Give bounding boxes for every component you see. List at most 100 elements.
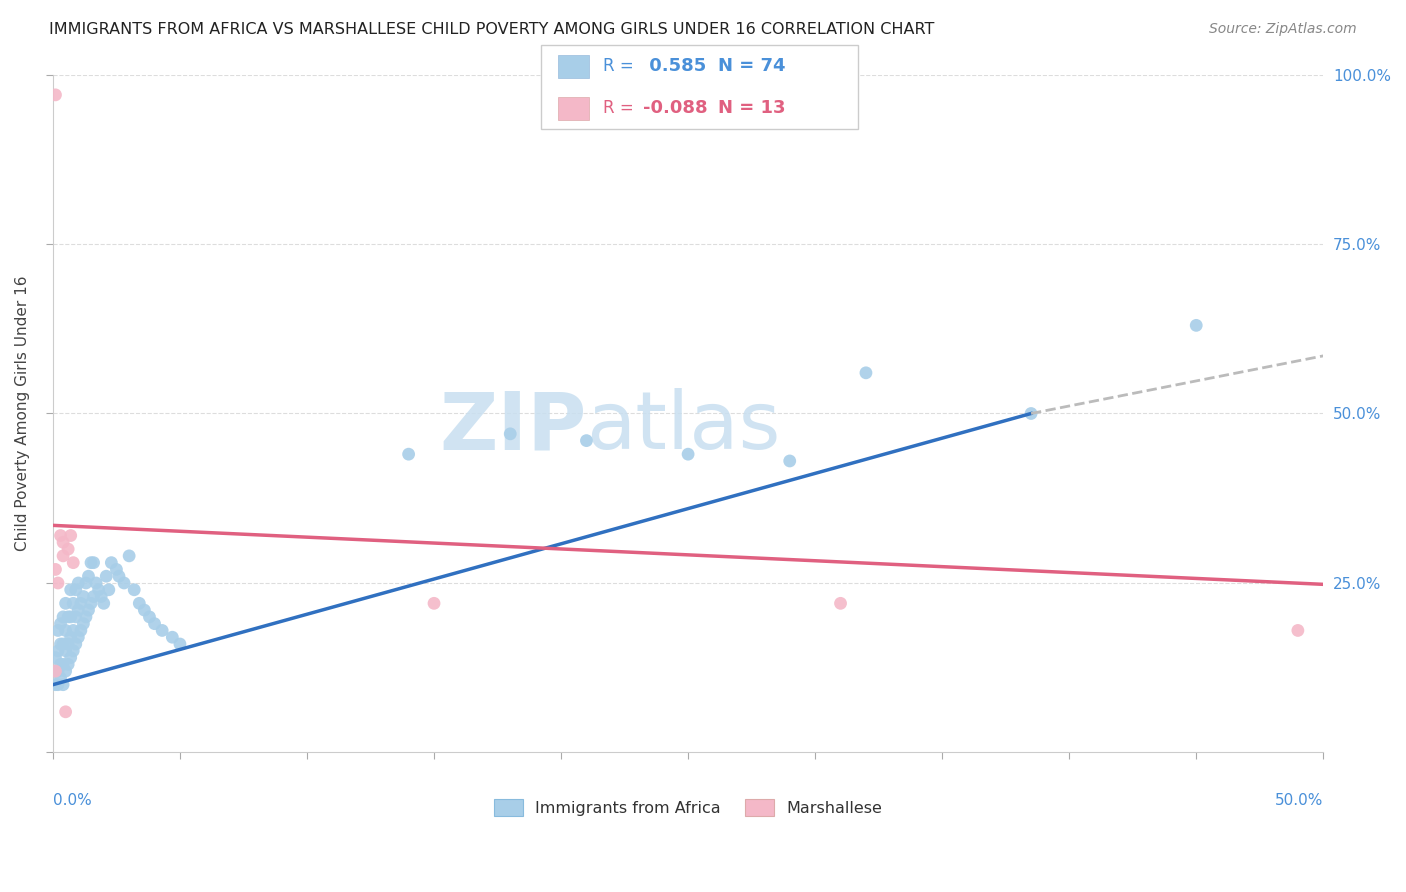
Point bbox=[105, 562, 128, 576]
Point bbox=[138, 610, 160, 624]
Point bbox=[143, 616, 166, 631]
Point bbox=[59, 630, 82, 644]
Text: 0.585: 0.585 bbox=[643, 57, 706, 75]
Point bbox=[83, 556, 105, 570]
Point bbox=[44, 678, 66, 692]
Point bbox=[77, 569, 100, 583]
Point bbox=[52, 637, 75, 651]
Point bbox=[52, 657, 75, 672]
Point bbox=[779, 454, 801, 468]
Point bbox=[49, 616, 72, 631]
Point bbox=[83, 590, 105, 604]
Point bbox=[575, 434, 598, 448]
Point bbox=[49, 637, 72, 651]
Point bbox=[830, 596, 852, 610]
Point bbox=[55, 644, 77, 658]
Point bbox=[1185, 318, 1208, 333]
Point bbox=[55, 624, 77, 638]
Y-axis label: Child Poverty Among Girls Under 16: Child Poverty Among Girls Under 16 bbox=[15, 276, 30, 551]
Point bbox=[67, 603, 90, 617]
Point bbox=[122, 582, 145, 597]
Point bbox=[62, 644, 84, 658]
Point bbox=[65, 637, 87, 651]
Point bbox=[118, 549, 141, 563]
Point bbox=[84, 576, 107, 591]
Point bbox=[134, 603, 156, 617]
Point bbox=[70, 624, 93, 638]
Point bbox=[62, 556, 84, 570]
Point bbox=[44, 650, 66, 665]
Point bbox=[55, 596, 77, 610]
Point bbox=[52, 610, 75, 624]
Point bbox=[77, 603, 100, 617]
Text: atlas: atlas bbox=[586, 388, 780, 466]
Point bbox=[49, 671, 72, 685]
Point bbox=[423, 596, 446, 610]
Point bbox=[59, 610, 82, 624]
Point bbox=[65, 610, 87, 624]
Text: Source: ZipAtlas.com: Source: ZipAtlas.com bbox=[1209, 22, 1357, 37]
Point bbox=[46, 576, 69, 591]
Point bbox=[80, 556, 103, 570]
Point bbox=[676, 447, 699, 461]
Point bbox=[80, 596, 103, 610]
Point bbox=[49, 528, 72, 542]
Point bbox=[108, 569, 131, 583]
Legend: Immigrants from Africa, Marshallese: Immigrants from Africa, Marshallese bbox=[488, 792, 889, 822]
Text: -0.088: -0.088 bbox=[643, 99, 707, 117]
Point bbox=[1019, 407, 1042, 421]
Point bbox=[65, 582, 87, 597]
Point bbox=[62, 624, 84, 638]
Point bbox=[52, 549, 75, 563]
Point bbox=[46, 664, 69, 678]
Text: IMMIGRANTS FROM AFRICA VS MARSHALLESE CHILD POVERTY AMONG GIRLS UNDER 16 CORRELA: IMMIGRANTS FROM AFRICA VS MARSHALLESE CH… bbox=[49, 22, 935, 37]
Point bbox=[46, 678, 69, 692]
Point bbox=[59, 582, 82, 597]
Point bbox=[44, 562, 66, 576]
Point bbox=[100, 556, 122, 570]
Text: N = 13: N = 13 bbox=[718, 99, 786, 117]
Point bbox=[56, 610, 79, 624]
Point bbox=[70, 596, 93, 610]
Text: 50.0%: 50.0% bbox=[1275, 793, 1323, 808]
Point bbox=[44, 664, 66, 678]
Point bbox=[52, 678, 75, 692]
Point bbox=[169, 637, 191, 651]
Point bbox=[162, 630, 184, 644]
Point bbox=[44, 87, 66, 102]
Point bbox=[52, 535, 75, 549]
Point bbox=[97, 582, 120, 597]
Point bbox=[90, 590, 112, 604]
Point bbox=[56, 657, 79, 672]
Point bbox=[56, 637, 79, 651]
Text: R =: R = bbox=[603, 57, 640, 75]
Point bbox=[67, 630, 90, 644]
Text: R =: R = bbox=[603, 99, 640, 117]
Point bbox=[72, 616, 94, 631]
Text: N = 74: N = 74 bbox=[718, 57, 786, 75]
Point bbox=[59, 528, 82, 542]
Point bbox=[62, 596, 84, 610]
Point bbox=[55, 664, 77, 678]
Point bbox=[398, 447, 420, 461]
Point bbox=[55, 705, 77, 719]
Point bbox=[44, 664, 66, 678]
Point bbox=[112, 576, 135, 591]
Text: 0.0%: 0.0% bbox=[53, 793, 91, 808]
Point bbox=[46, 624, 69, 638]
Text: ZIP: ZIP bbox=[439, 388, 586, 466]
Point bbox=[46, 644, 69, 658]
Point bbox=[855, 366, 877, 380]
Point bbox=[1286, 624, 1309, 638]
Point bbox=[49, 657, 72, 672]
Point bbox=[67, 576, 90, 591]
Point bbox=[96, 569, 118, 583]
Point bbox=[75, 610, 97, 624]
Point bbox=[150, 624, 173, 638]
Point bbox=[72, 590, 94, 604]
Point bbox=[59, 650, 82, 665]
Point bbox=[75, 576, 97, 591]
Point bbox=[93, 596, 115, 610]
Point bbox=[56, 542, 79, 557]
Point bbox=[87, 582, 110, 597]
